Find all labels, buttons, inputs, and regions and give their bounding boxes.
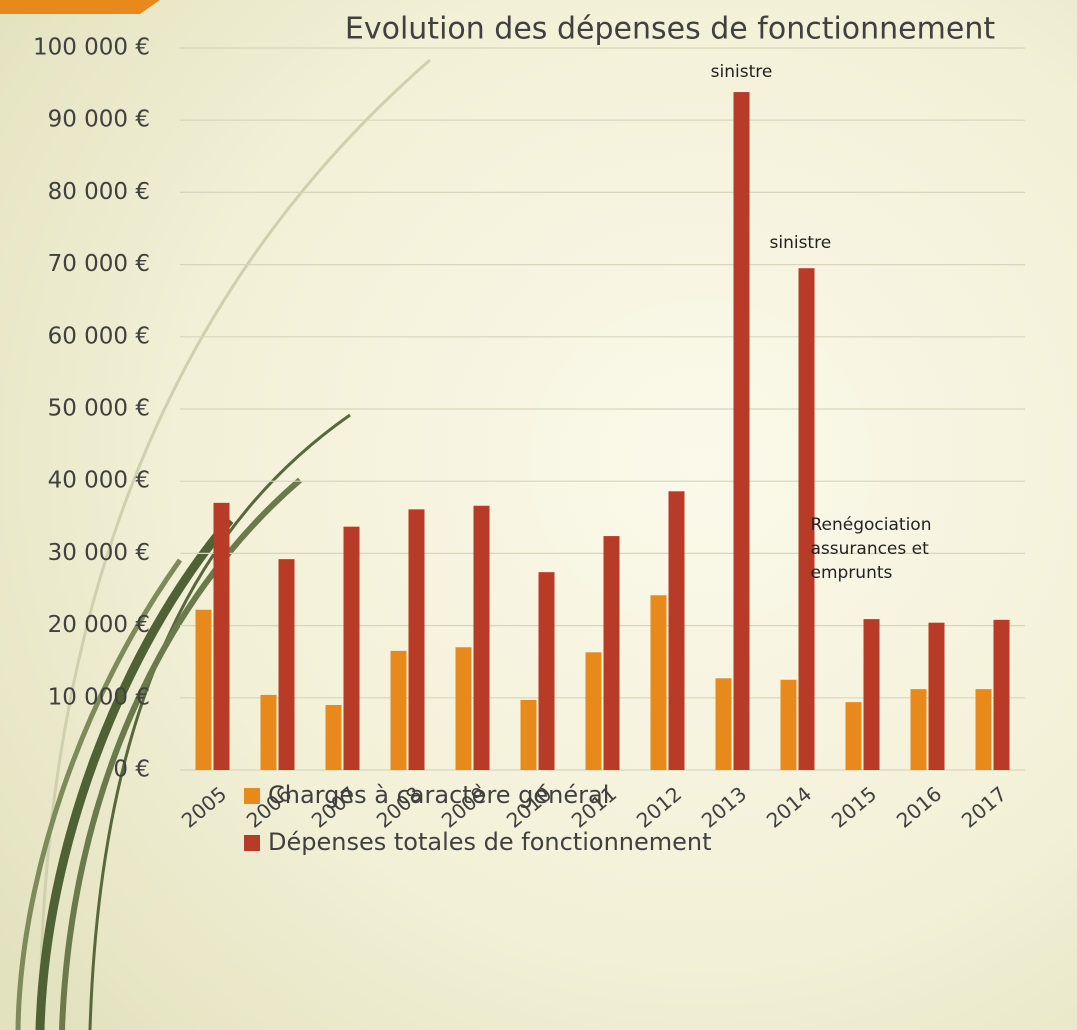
annotation: sinistre bbox=[711, 62, 773, 82]
bar bbox=[343, 526, 360, 770]
bar bbox=[733, 92, 750, 771]
decoration bbox=[15, 58, 431, 1030]
bar bbox=[863, 619, 880, 770]
bar bbox=[390, 650, 407, 770]
bar bbox=[538, 572, 555, 770]
bar bbox=[798, 268, 815, 770]
bar bbox=[910, 689, 927, 770]
bar bbox=[975, 689, 992, 770]
y-tick-label: 90 000 € bbox=[48, 107, 150, 133]
bar bbox=[213, 502, 230, 770]
y-tick-label: 60 000 € bbox=[48, 323, 150, 349]
annotation: emprunts bbox=[811, 563, 893, 583]
y-tick-label: 40 000 € bbox=[48, 468, 150, 494]
legend-swatch bbox=[244, 788, 260, 804]
legend-swatch bbox=[244, 835, 260, 851]
annotation: sinistre bbox=[770, 233, 832, 253]
y-tick-label: 10 000 € bbox=[48, 684, 150, 710]
bar bbox=[408, 509, 425, 770]
bar bbox=[993, 619, 1010, 770]
bar bbox=[845, 702, 862, 770]
legend-label: Charges à caractère général bbox=[268, 781, 609, 809]
bar bbox=[260, 694, 277, 770]
bar bbox=[585, 652, 602, 770]
annotation: Renégociation bbox=[811, 515, 932, 535]
bar bbox=[455, 647, 472, 770]
chart-title: Evolution des dépenses de fonctionnement bbox=[345, 12, 995, 47]
accent-tab bbox=[0, 0, 160, 14]
bar bbox=[715, 678, 732, 770]
bar bbox=[278, 559, 295, 770]
bar bbox=[668, 491, 685, 770]
bar bbox=[650, 595, 667, 770]
bar bbox=[520, 699, 537, 770]
bar bbox=[928, 622, 945, 770]
y-tick-label: 80 000 € bbox=[48, 179, 150, 205]
annotation: assurances et bbox=[811, 539, 930, 559]
bar bbox=[473, 505, 490, 770]
bar bbox=[780, 679, 797, 770]
bar bbox=[195, 609, 212, 770]
y-tick-label: 100 000 € bbox=[33, 35, 150, 61]
y-tick-label: 20 000 € bbox=[48, 612, 150, 638]
y-tick-label: 70 000 € bbox=[48, 251, 150, 277]
bar bbox=[325, 705, 342, 770]
y-tick-label: 30 000 € bbox=[48, 540, 150, 566]
y-tick-label: 0 € bbox=[113, 757, 150, 783]
legend-label: Dépenses totales de fonctionnement bbox=[268, 828, 712, 856]
y-tick-label: 50 000 € bbox=[48, 396, 150, 422]
bar bbox=[603, 536, 620, 770]
